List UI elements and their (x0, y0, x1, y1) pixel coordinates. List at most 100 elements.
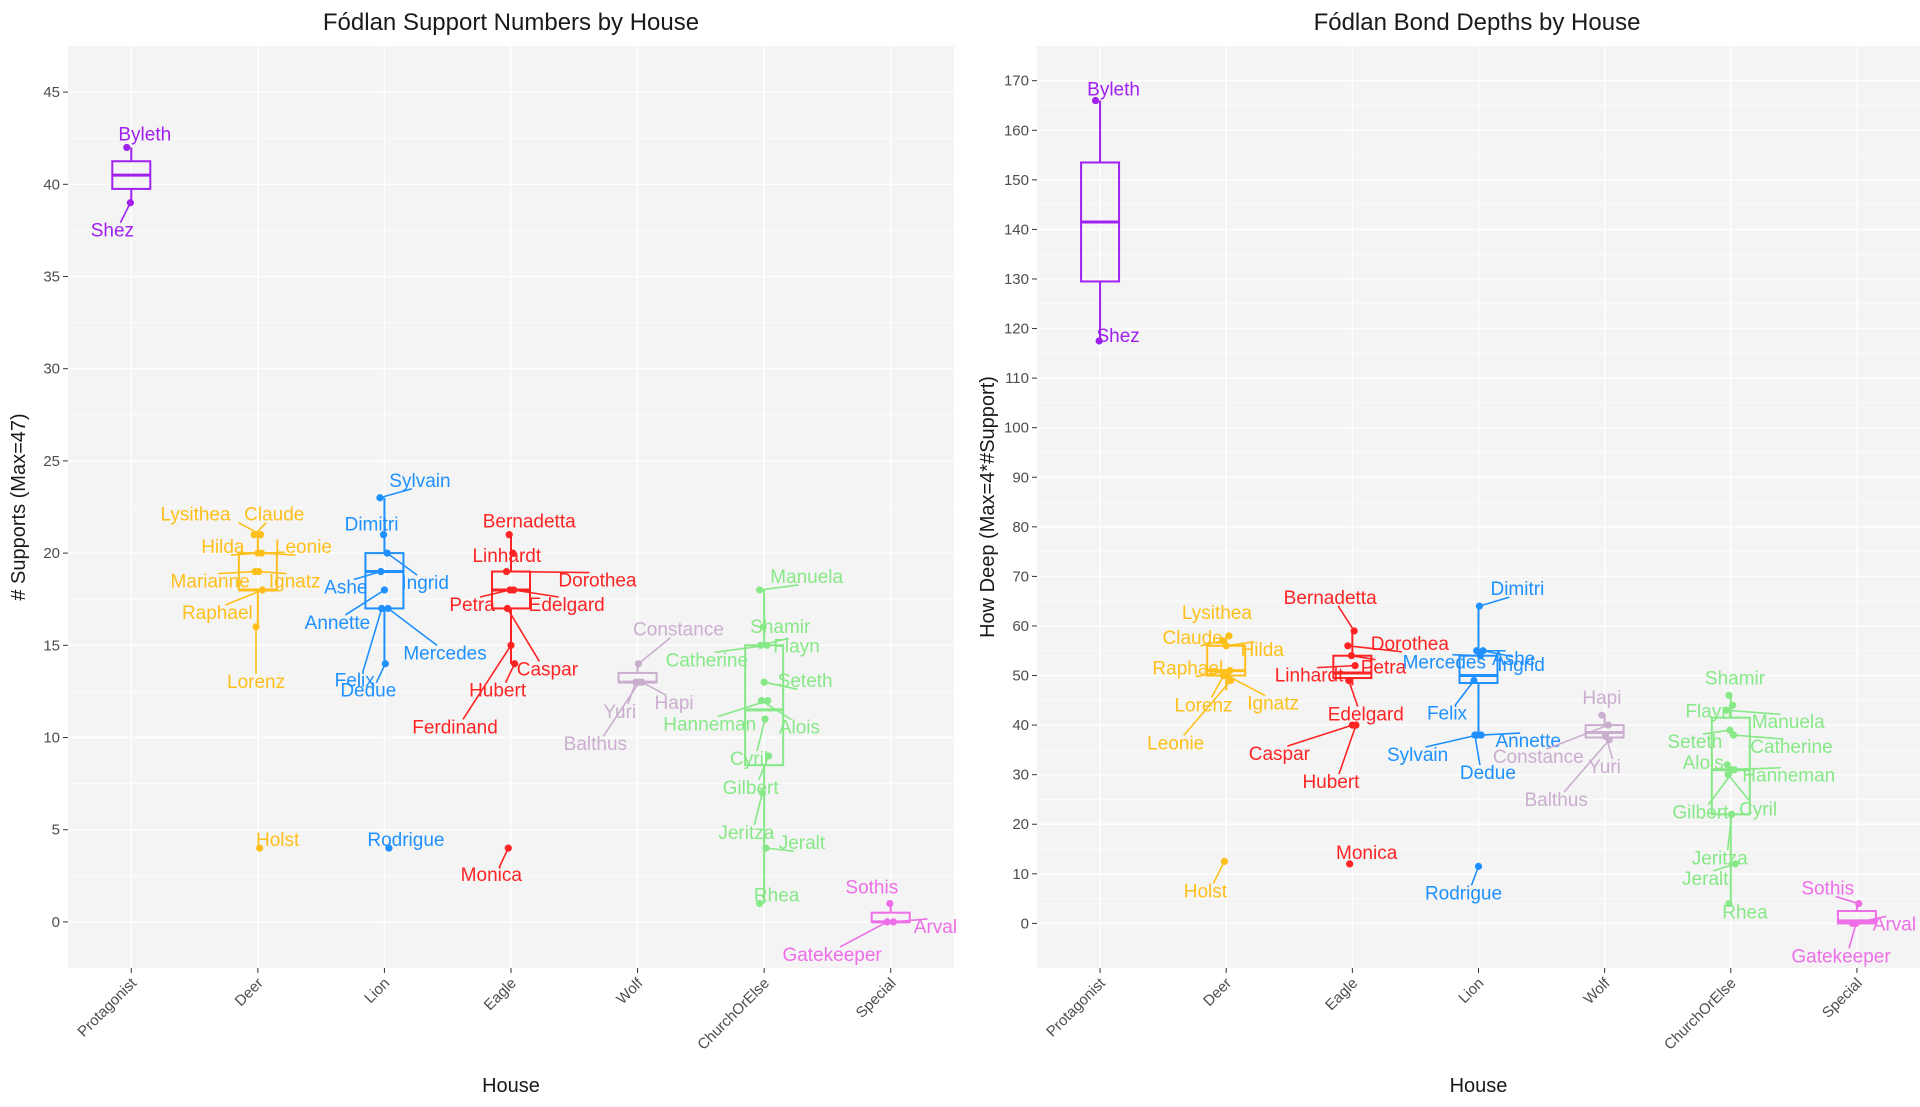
y-tick-label: 170 (1004, 73, 1029, 90)
x-tick-label-protagonist: Protagonist (74, 974, 140, 1040)
point-label-jeritza: Jeritza (1692, 848, 1748, 869)
chart-panel-1: 0 5 10 15 20 25 30 35 40 45 Protagonist Deer Lion Eag… (8, 9, 957, 1097)
label-leader-dedue (1474, 734, 1481, 766)
point-claude (250, 531, 258, 539)
point-label-leonie: Leonie (1147, 733, 1204, 754)
point-felix (378, 604, 386, 613)
point-hubert (1352, 721, 1360, 729)
point-manuela (1722, 706, 1730, 714)
point-label-yuri: Yuri (1588, 757, 1621, 778)
point-label-monica: Monica (1336, 843, 1398, 864)
point-balthus (635, 678, 643, 686)
label-leader-sylvain (1425, 734, 1478, 748)
y-tick-label: 20 (43, 545, 60, 562)
point-annette (380, 586, 389, 594)
y-tick-label: 50 (1012, 668, 1029, 685)
point-dedue (1471, 731, 1479, 739)
point-label-sothis: Sothis (845, 877, 898, 898)
point-label-arval: Arval (914, 917, 957, 938)
label-leader-alois (761, 699, 792, 721)
point-hubert (510, 660, 519, 668)
point-label-hilda: Hilda (201, 537, 245, 558)
y-tick-label: 120 (1004, 321, 1029, 338)
point-label-gilbert: Gilbert (723, 778, 780, 799)
x-axis-label: House (482, 1075, 540, 1097)
point-label-constance: Constance (633, 620, 724, 641)
point-label-edelgard: Edelgard (1328, 704, 1404, 725)
y-tick-label: 0 (1021, 915, 1029, 932)
chart-title: Fódlan Bond Depths by House (1314, 9, 1641, 36)
point-constance (1604, 721, 1612, 729)
y-axis-label: How Deep (Max=4*#Support) (977, 376, 999, 638)
label-leader-jeritza (753, 792, 764, 826)
chart-panel-2: 0 10 20 30 40 50 60 70 80 90 100 110 120 130 140 150 160… (977, 9, 1920, 1097)
point-label-rodrigue: Rodrigue (367, 830, 444, 851)
point-label-bernadetta: Bernadetta (483, 512, 576, 533)
point-label-balthus: Balthus (564, 734, 627, 755)
label-leader-raphael (1195, 669, 1230, 678)
y-tick-label: 0 (52, 914, 60, 931)
point-label-manuela: Manuela (770, 567, 843, 588)
point-jeralt (1731, 860, 1739, 868)
point-label-shez: Shez (1097, 326, 1140, 347)
point-yuri (1601, 731, 1610, 739)
label-leader-ignatz (258, 570, 287, 575)
point-lysithea (1225, 632, 1233, 640)
label-leader-ingrid (1482, 649, 1514, 658)
point-alois (757, 697, 766, 705)
point-label-seteth: Seteth (778, 671, 833, 692)
point-label-holst: Holst (1184, 881, 1228, 902)
point-label-rhea: Rhea (1722, 903, 1768, 924)
label-leader-cyril (756, 718, 766, 752)
point-rhea (756, 899, 764, 908)
point-byleth (1091, 96, 1100, 105)
point-label-dorothea: Dorothea (1371, 634, 1450, 655)
point-label-mercedes: Mercedes (403, 643, 486, 664)
y-tick-label: 90 (1012, 469, 1029, 486)
point-label-mercedes: Mercedes (1403, 653, 1486, 674)
label-leader-balthus (602, 681, 641, 737)
label-leader-sylvain (379, 488, 413, 499)
point-label-flayn: Flayn (773, 636, 819, 657)
point-label-hubert: Hubert (469, 681, 527, 702)
point-label-shamir: Shamir (750, 617, 811, 638)
point-seteth (1726, 726, 1734, 734)
point-annette (1477, 731, 1485, 739)
point-rodrigue (385, 844, 393, 852)
y-tick-label: 20 (1012, 816, 1029, 833)
point-label-manuela: Manuela (1752, 712, 1825, 733)
point-label-linhardt: Linhardt (472, 546, 541, 567)
label-leader-ferdinand (462, 644, 512, 720)
label-leader-manuela (1726, 709, 1781, 716)
y-tick-label: 10 (1012, 866, 1029, 883)
point-label-shez: Shez (91, 221, 134, 242)
y-tick-label: 40 (1012, 717, 1029, 734)
label-leader-hanneman (1730, 766, 1781, 771)
point-label-lorenz: Lorenz (227, 672, 285, 693)
point-label-byleth: Byleth (1087, 80, 1140, 101)
point-label-ashe: Ashe (1492, 649, 1535, 670)
point-label-lysithea: Lysithea (1182, 603, 1252, 624)
point-label-sylvain: Sylvain (1387, 745, 1448, 766)
point-label-holst: Holst (256, 830, 300, 851)
point-constance (634, 660, 643, 668)
point-label-balthus: Balthus (1524, 790, 1587, 811)
point-lorenz (252, 623, 260, 631)
point-shez (126, 199, 134, 207)
point-sothis (886, 899, 894, 908)
label-leader-constance (1545, 724, 1609, 750)
point-mercedes (384, 604, 392, 613)
point-label-raphael: Raphael (1152, 659, 1223, 680)
point-label-lysithea: Lysithea (160, 505, 230, 526)
point-lysithea (256, 531, 265, 539)
point-label-jeralt: Jeralt (1682, 869, 1729, 890)
point-edelgard (510, 586, 518, 594)
point-linhardt (1351, 662, 1359, 670)
label-leader-bernadetta (1337, 605, 1355, 632)
point-label-claude: Claude (1163, 628, 1223, 649)
label-leader-dorothea (506, 570, 590, 574)
label-leader-annette (344, 589, 385, 616)
point-label-alois: Alois (1683, 753, 1724, 774)
point-label-ignatz: Ignatz (1247, 694, 1299, 715)
point-gilbert (1730, 766, 1738, 774)
